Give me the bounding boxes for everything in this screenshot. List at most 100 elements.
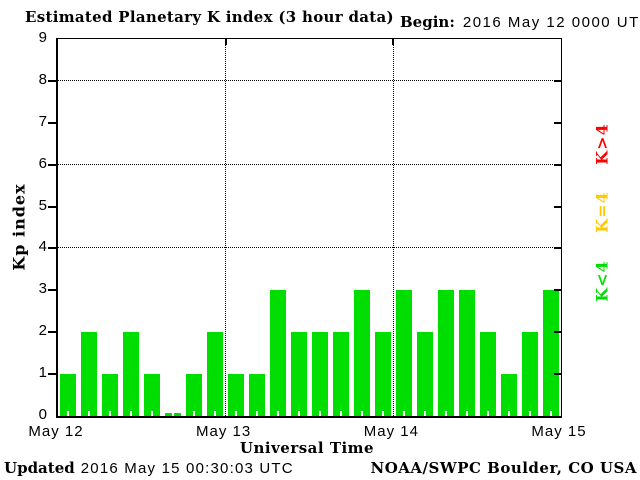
y-axis-tick-right xyxy=(554,373,561,376)
y-axis-tick-left xyxy=(48,205,56,208)
gridline-kp-4 xyxy=(58,247,561,249)
axis-tick-notch xyxy=(319,411,321,416)
axis-tick-notch xyxy=(361,411,363,416)
y-axis-tick-left xyxy=(48,163,56,166)
kp-bar xyxy=(60,374,76,416)
legend-k-gt-4: K>4 xyxy=(592,123,612,165)
legend-k-lt-4: K<4 xyxy=(592,260,612,302)
axis-tick-notch xyxy=(403,411,405,416)
y-axis-title: Kp index xyxy=(9,183,29,271)
begin-timestamp: Begin: 2016 May 12 0000 UTC xyxy=(400,13,640,31)
y-axis-tick-right xyxy=(554,331,561,334)
day-boundary-tick xyxy=(224,39,227,45)
axis-tick-notch xyxy=(529,411,531,416)
plot-area xyxy=(48,38,562,418)
date-label: May 14 xyxy=(363,423,419,440)
y-axis-tick-right xyxy=(554,163,561,166)
kp-bar xyxy=(459,290,475,416)
kp-bar xyxy=(228,374,244,416)
y-axis-tick-right xyxy=(554,289,561,292)
axis-tick-notch xyxy=(277,411,279,416)
axis-tick-notch xyxy=(109,411,111,416)
axis-tick-notch xyxy=(67,411,69,416)
axis-tick-notch xyxy=(508,411,510,416)
y-axis-tick-right xyxy=(554,205,561,208)
kp-bar xyxy=(543,290,559,416)
kp-bar xyxy=(144,374,160,416)
y-axis-tick-left xyxy=(48,331,56,334)
axis-tick-notch xyxy=(151,411,153,416)
day-boundary-tick xyxy=(392,39,395,45)
axis-tick-notch xyxy=(172,413,174,416)
y-tick-label-3: 3 xyxy=(38,280,47,298)
axis-tick-notch xyxy=(445,411,447,416)
y-tick-label-4: 4 xyxy=(38,238,47,256)
axis-tick-notch xyxy=(193,411,195,416)
kp-bar xyxy=(165,413,181,416)
legend-k-eq-4: K=4 xyxy=(592,191,612,233)
axis-tick-notch xyxy=(550,411,552,416)
updated-value: 2016 May 15 00:30:03 UTC xyxy=(80,460,294,477)
axis-tick-notch xyxy=(130,411,132,416)
date-label: May 12 xyxy=(28,423,84,440)
y-tick-label-5: 5 xyxy=(38,196,47,214)
y-axis-tick-left xyxy=(48,79,56,82)
y-axis-tick-left xyxy=(48,373,56,376)
kp-bar xyxy=(333,332,349,416)
axis-tick-notch xyxy=(256,411,258,416)
kp-bar xyxy=(417,332,433,416)
y-axis-tick-left xyxy=(48,289,56,292)
y-axis-tick-right xyxy=(554,79,561,82)
axis-tick-notch xyxy=(214,411,216,416)
kp-bar xyxy=(249,374,265,416)
kp-bar xyxy=(375,332,391,416)
gridline-kp-8 xyxy=(58,79,561,81)
date-label: May 15 xyxy=(531,423,587,440)
kp-bar xyxy=(396,290,412,416)
kp-bar xyxy=(480,332,496,416)
axis-tick-notch xyxy=(382,411,384,416)
kp-bar xyxy=(354,290,370,416)
updated-text: Updated 2016 May 15 00:30:03 UTC xyxy=(4,459,294,477)
axis-tick-notch xyxy=(340,411,342,416)
axis-tick-notch xyxy=(466,411,468,416)
y-tick-label-9: 9 xyxy=(38,29,47,46)
y-axis-tick-right xyxy=(554,121,561,124)
kp-bar xyxy=(207,332,223,416)
kp-bar xyxy=(123,332,139,416)
axis-tick-notch xyxy=(88,411,90,416)
kp-bar xyxy=(81,332,97,416)
kp-bar xyxy=(270,290,286,416)
begin-label: Begin: xyxy=(400,13,455,31)
axis-tick-notch xyxy=(487,411,489,416)
kp-bar xyxy=(291,332,307,416)
kp-bar xyxy=(501,374,517,416)
gridline-kp-6 xyxy=(58,163,561,165)
y-tick-label-8: 8 xyxy=(38,70,47,88)
y-tick-label-6: 6 xyxy=(38,154,47,172)
kp-bar xyxy=(438,290,454,416)
updated-label: Updated xyxy=(4,459,75,477)
y-tick-label-2: 2 xyxy=(38,322,47,340)
y-tick-label-1: 1 xyxy=(38,364,47,382)
y-tick-label-7: 7 xyxy=(38,112,47,130)
y-axis-tick-right xyxy=(554,247,561,250)
credit-text: NOAA/SWPC Boulder, CO USA xyxy=(370,459,637,477)
y-axis-tick-left xyxy=(48,247,56,250)
axis-tick-notch xyxy=(298,411,300,416)
day-boundary-line xyxy=(225,39,227,416)
begin-value: 2016 May 12 0000 UTC xyxy=(462,14,640,31)
y-tick-label-0: 0 xyxy=(38,406,47,423)
kp-bar xyxy=(522,332,538,416)
kp-bar xyxy=(312,332,328,416)
chart-title: Estimated Planetary K index (3 hour data… xyxy=(25,8,394,26)
x-axis-title: Universal Time xyxy=(239,439,375,457)
axis-tick-notch xyxy=(424,411,426,416)
kp-bar xyxy=(102,374,118,416)
axis-tick-notch xyxy=(235,411,237,416)
day-boundary-line xyxy=(392,39,394,416)
date-label: May 13 xyxy=(196,423,252,440)
y-axis-tick-left xyxy=(48,121,56,124)
kp-bar xyxy=(186,374,202,416)
